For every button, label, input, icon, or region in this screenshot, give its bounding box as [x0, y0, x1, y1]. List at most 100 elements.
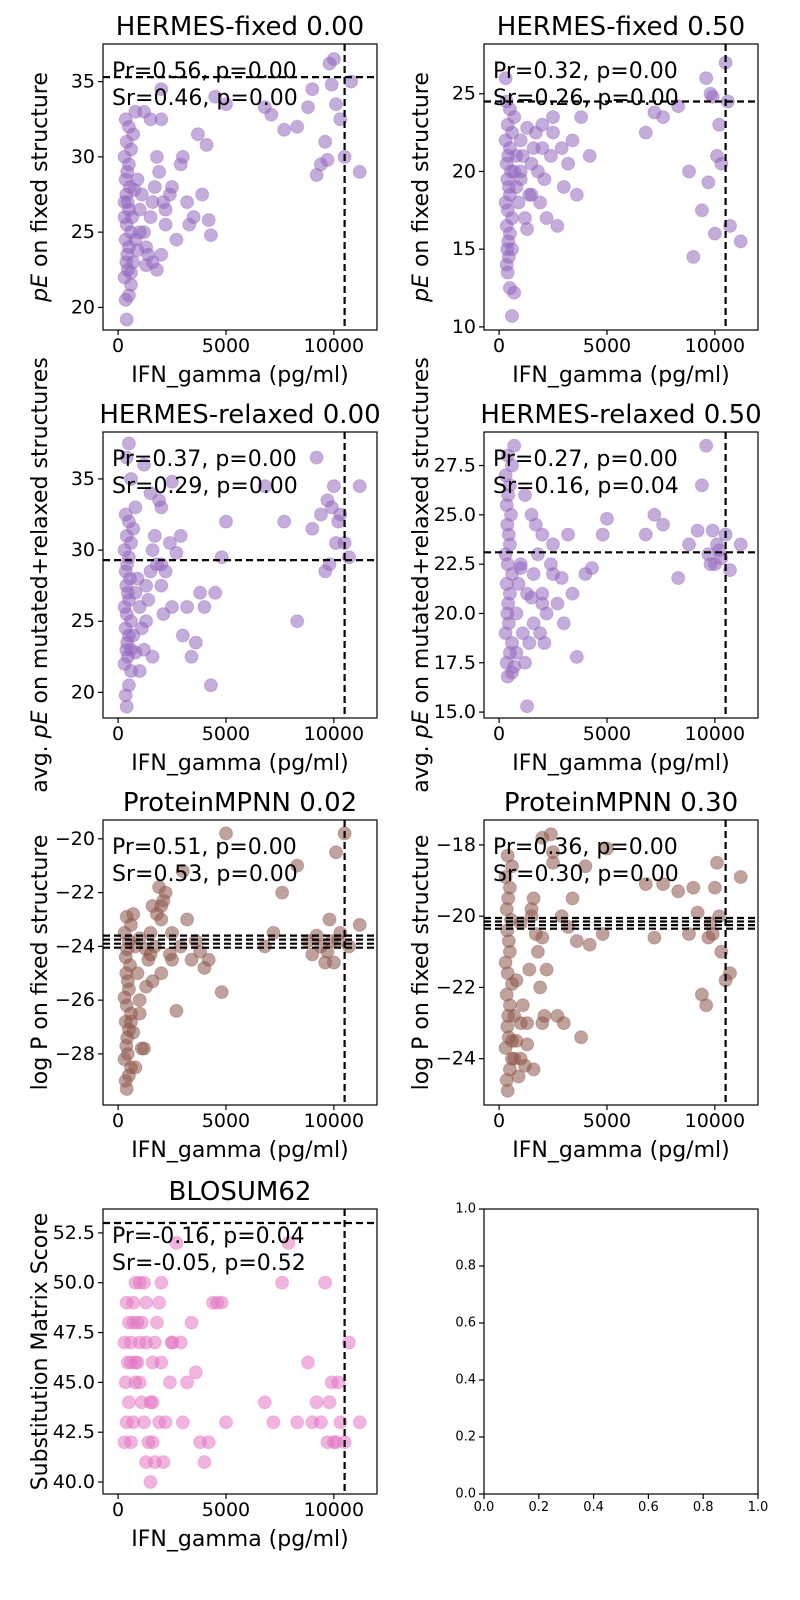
data-point — [175, 628, 190, 643]
data-point — [500, 848, 515, 863]
y-axis-label-part: on mutated+relaxed structures — [409, 357, 434, 710]
data-point — [712, 909, 727, 924]
x-tick-label: 0 — [112, 1110, 124, 1132]
data-point — [582, 937, 597, 952]
data-point — [352, 164, 367, 179]
data-point — [638, 877, 653, 892]
data-point — [137, 1041, 151, 1056]
data-point — [733, 234, 748, 249]
data-point — [143, 486, 158, 501]
data-point — [699, 438, 714, 453]
data-point — [522, 636, 537, 650]
data-point — [132, 225, 147, 240]
data-point — [703, 86, 718, 101]
data-point — [499, 987, 514, 1002]
data-point — [214, 985, 229, 1000]
data-point — [145, 974, 160, 989]
data-point — [530, 547, 545, 562]
data-point — [699, 998, 714, 1013]
data-point — [535, 596, 550, 611]
data-point — [154, 1355, 169, 1370]
data-point — [124, 472, 138, 486]
y-axis-label-part: pE — [409, 274, 434, 303]
data-point — [502, 281, 517, 295]
data-point — [169, 1003, 184, 1018]
data-point — [733, 870, 748, 884]
axes-frame — [483, 43, 759, 331]
data-point — [147, 1455, 162, 1470]
data-point — [290, 614, 305, 629]
data-point — [543, 148, 558, 163]
data-point — [723, 563, 737, 578]
data-point — [165, 600, 179, 614]
subplot-8: 0.0 0.2 0.4 0.6 0.8 1.0 0.0 0.2 0.4 0.6 0.8 1.0 — [455, 1202, 768, 1516]
subplot-2: 0 5000 10000 10 15 20 25 HERMES-fixed 0.50 IFN_g… — [409, 12, 759, 388]
y-axis-label: pE on fixed structure — [409, 72, 434, 303]
data-point — [546, 125, 560, 140]
x-axis-label: IFN_gamma (pg/ml) — [512, 1138, 729, 1163]
scatter-points — [498, 438, 748, 714]
data-point — [118, 112, 133, 127]
data-point — [175, 1415, 190, 1430]
data-point — [126, 907, 141, 922]
x-tick-label: 5000 — [202, 723, 250, 745]
data-point — [505, 242, 519, 257]
data-point — [257, 939, 272, 954]
data-point — [520, 222, 535, 236]
data-point — [152, 1295, 167, 1310]
y-axis-label: pE on fixed structure — [28, 72, 53, 303]
data-point — [124, 1335, 138, 1350]
correlation-annotation: Sr=0.26, p=0.00 — [493, 86, 679, 111]
subplot-title: HERMES-relaxed 0.00 — [99, 400, 380, 430]
data-point — [139, 614, 154, 629]
data-point — [188, 1365, 203, 1380]
data-point — [145, 1435, 160, 1450]
data-point — [703, 557, 718, 572]
data-point — [537, 172, 552, 187]
data-point — [165, 474, 179, 489]
subplot-title: HERMES-fixed 0.50 — [497, 12, 745, 42]
data-point — [324, 500, 339, 515]
data-point — [119, 312, 134, 327]
y-tick-label: 10 — [452, 316, 476, 338]
x-tick-label: 5000 — [202, 335, 250, 357]
data-point — [546, 845, 560, 860]
subplot-title: BLOSUM62 — [169, 1177, 312, 1207]
data-point — [546, 110, 560, 125]
data-point — [520, 1037, 535, 1052]
data-point — [682, 537, 696, 552]
data-point — [139, 1295, 154, 1310]
x-tick-label: 0.6 — [638, 1500, 659, 1515]
correlation-annotation: Sr=0.30, p=0.00 — [493, 862, 679, 887]
data-point — [149, 1315, 164, 1330]
data-point — [141, 592, 156, 607]
axes-frame — [102, 431, 378, 719]
data-point — [329, 845, 343, 860]
data-point — [154, 82, 169, 97]
data-point — [533, 980, 548, 995]
data-point — [520, 1016, 535, 1031]
data-point — [507, 1008, 522, 1023]
data-point — [320, 152, 335, 167]
data-point — [546, 537, 560, 552]
data-point — [130, 172, 145, 187]
data-point — [498, 870, 513, 884]
scatter-points — [117, 1235, 367, 1489]
data-point — [520, 699, 535, 714]
data-point — [180, 912, 195, 927]
data-point — [134, 187, 149, 202]
y-tick-label: −20 — [436, 905, 476, 927]
data-point — [275, 885, 290, 900]
axes-frame — [483, 1208, 759, 1495]
subplot-title: HERMES-relaxed 0.50 — [480, 400, 761, 430]
scatter-points — [117, 826, 367, 1096]
data-point — [324, 77, 339, 92]
data-point — [565, 586, 580, 601]
data-point — [154, 912, 169, 927]
data-point — [524, 507, 539, 522]
data-point — [535, 117, 550, 132]
x-axis-label: IFN_gamma (pg/ml) — [131, 1527, 348, 1552]
data-point — [134, 1395, 149, 1410]
data-point — [326, 955, 341, 970]
data-point — [214, 550, 229, 565]
